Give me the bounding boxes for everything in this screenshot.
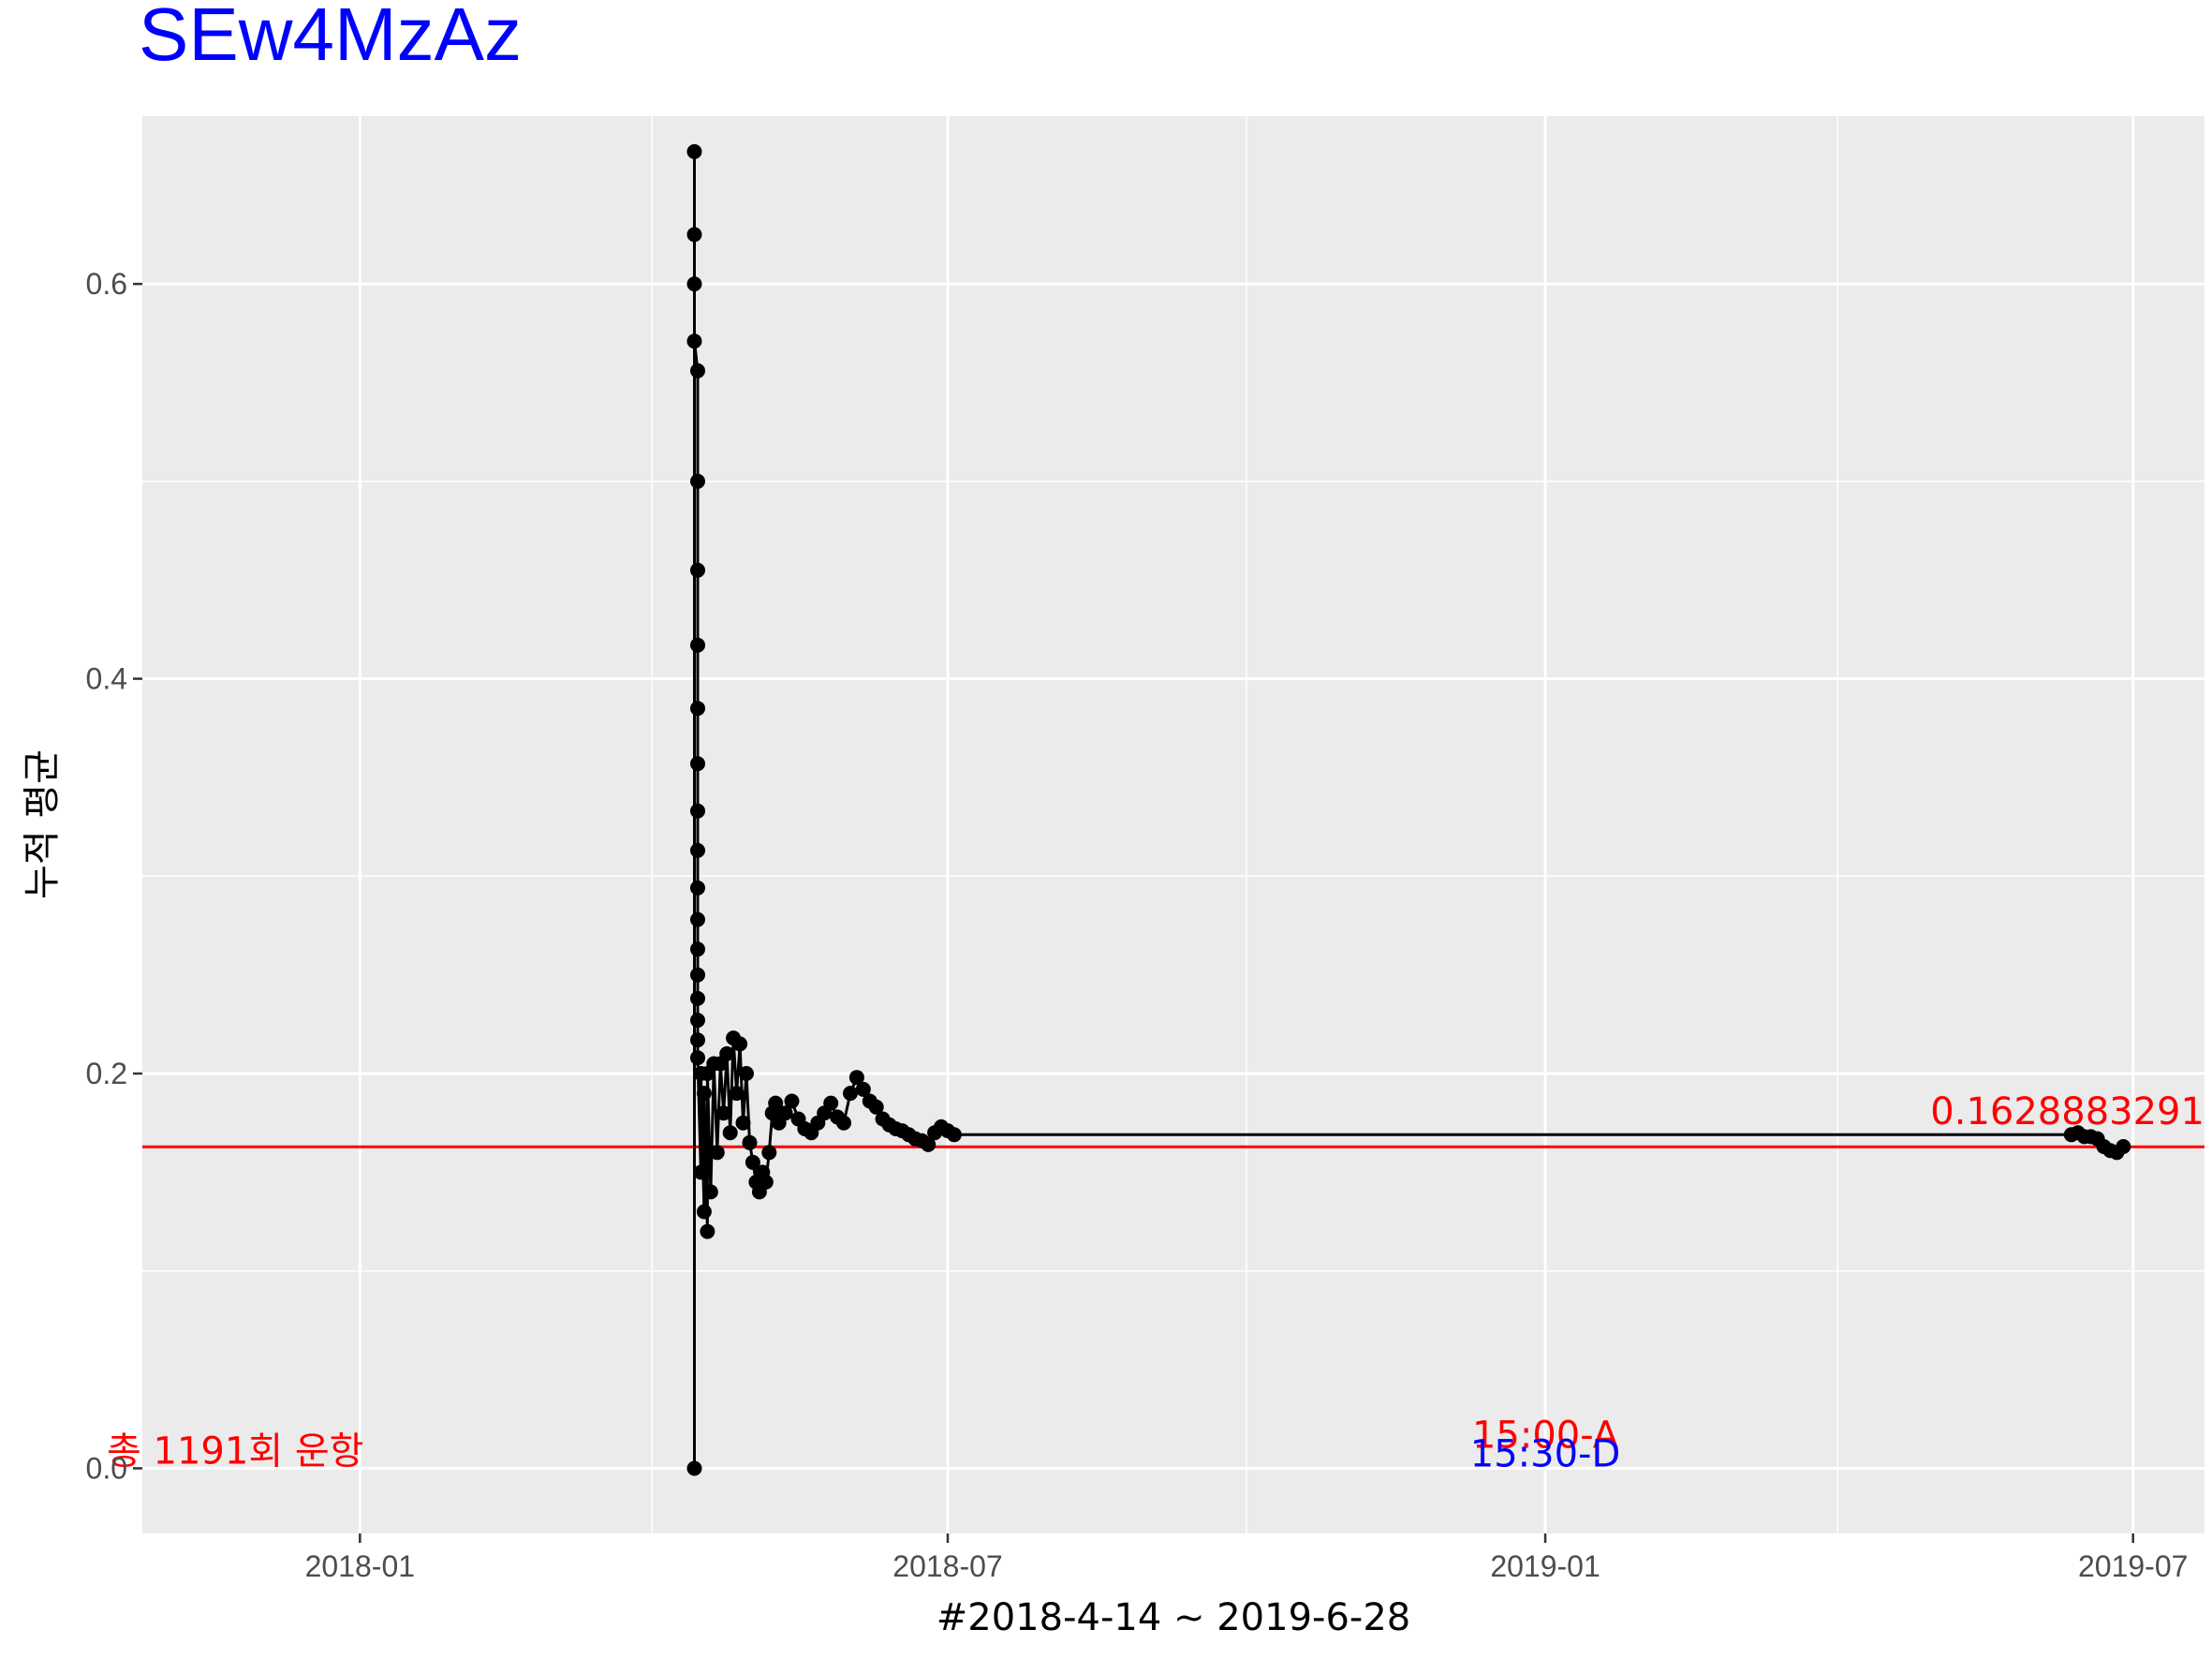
data-point	[690, 990, 705, 1006]
data-point	[745, 1154, 760, 1170]
data-point	[836, 1115, 851, 1131]
data-point	[768, 1095, 784, 1111]
y-tick-label: 0.6	[86, 267, 127, 301]
plot-panel	[142, 116, 2205, 1533]
data-point	[686, 276, 702, 292]
data-point	[690, 803, 705, 819]
data-point	[729, 1086, 745, 1102]
data-point	[690, 473, 705, 489]
data-point	[921, 1136, 936, 1152]
data-point	[823, 1095, 839, 1111]
data-point	[709, 1145, 725, 1161]
data-point	[843, 1086, 858, 1102]
data-point	[690, 842, 705, 858]
data-point	[719, 1045, 735, 1061]
data-point	[690, 911, 705, 927]
major-gridlines	[142, 116, 2205, 1533]
data-point	[777, 1105, 793, 1121]
minor-gridlines	[142, 116, 2205, 1533]
annotations: 0.16288832913 총 1191회 운항 15:00-A 15:30-D	[107, 1090, 2212, 1475]
data-point	[686, 227, 702, 243]
data-point	[690, 701, 705, 717]
data-point	[686, 1460, 702, 1476]
data-point	[690, 1032, 705, 1048]
y-axis-title: 누적 평균	[21, 749, 64, 899]
y-tick-label: 0.4	[86, 662, 127, 696]
data-point	[732, 1036, 748, 1052]
data-point	[715, 1105, 731, 1121]
data-point	[855, 1081, 871, 1097]
data-point	[761, 1145, 777, 1161]
data-point	[686, 333, 702, 349]
data-point	[690, 363, 705, 378]
data-points	[686, 143, 2131, 1476]
flight-count-suffix: 회 운항	[248, 1429, 363, 1473]
x-tick-label: 2018-01	[305, 1549, 415, 1583]
y-axis: 0.0 0.2 0.4 0.6	[86, 267, 142, 1485]
data-point	[686, 143, 702, 159]
data-point	[700, 1223, 715, 1239]
x-tick-label: 2019-01	[1490, 1549, 1600, 1583]
data-point	[690, 941, 705, 957]
data-point	[735, 1115, 751, 1131]
data-point	[742, 1134, 758, 1150]
data-point	[848, 1070, 864, 1086]
data-point	[784, 1093, 800, 1109]
panel-right-margin	[2205, 0, 2212, 1659]
data-point	[690, 637, 705, 653]
flight-count-prefix: 총	[107, 1429, 154, 1473]
data-point	[690, 880, 705, 896]
data-point	[702, 1184, 718, 1200]
data-point	[739, 1066, 754, 1081]
data-point	[868, 1099, 884, 1115]
y-tick-label: 0.2	[86, 1057, 127, 1090]
data-point	[690, 756, 705, 772]
data-point	[690, 1013, 705, 1029]
data-point	[690, 1050, 705, 1066]
data-point	[693, 1164, 709, 1180]
data-point	[696, 1204, 712, 1220]
flight-count-label: 총 1191회 운항	[107, 1429, 363, 1473]
data-point	[946, 1127, 962, 1143]
x-axis-title: #2018-4-14 ~ 2019-6-28	[936, 1596, 1410, 1639]
y-tick-label: 0.0	[86, 1451, 127, 1485]
mean-value-label: 0.16288832913	[1930, 1090, 2212, 1133]
x-tick-label: 2018-07	[892, 1549, 1002, 1583]
x-axis: 2018-01 2018-07 2019-01 2019-07	[305, 1533, 2188, 1583]
data-point	[758, 1174, 774, 1190]
departure-time-label: 15:30-D	[1470, 1432, 1621, 1475]
data-point	[690, 562, 705, 578]
data-point	[2116, 1139, 2131, 1154]
data-point	[722, 1125, 738, 1141]
data-point	[690, 967, 705, 983]
chart-title: SEw4MzAz	[139, 0, 522, 76]
x-tick-label: 2019-07	[2078, 1549, 2188, 1583]
data-point	[696, 1086, 712, 1102]
flight-count-number: 1191	[154, 1429, 249, 1473]
arrival-time-label: 15:00-A	[1472, 1414, 1619, 1457]
